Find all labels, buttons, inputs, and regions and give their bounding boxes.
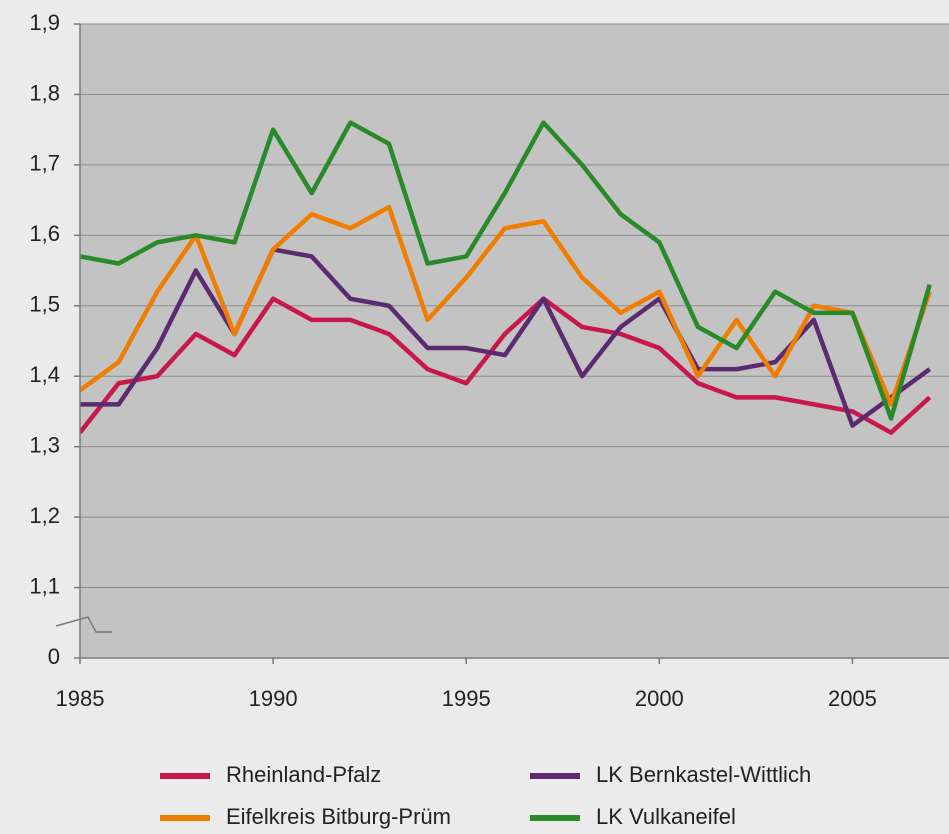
legend-label: LK Bernkastel-Wittlich — [596, 762, 811, 787]
y-break-label: 0 — [48, 644, 60, 669]
y-tick-label: 1,1 — [29, 573, 60, 598]
series-line — [80, 296, 932, 435]
series-line — [80, 120, 932, 421]
x-tick-label: 2005 — [828, 686, 877, 711]
series-line — [80, 247, 932, 428]
y-tick-label: 1,9 — [29, 10, 60, 35]
axis-break — [55, 616, 112, 633]
legend-label: Rheinland-Pfalz — [226, 762, 381, 787]
x-tick-label: 1995 — [442, 686, 491, 711]
y-tick-label: 1,2 — [29, 503, 60, 528]
y-tick-label: 1,7 — [29, 151, 60, 176]
series-line — [80, 204, 932, 407]
lines — [80, 120, 932, 435]
x-tick-label: 1990 — [249, 686, 298, 711]
x-tick-label: 1985 — [56, 686, 105, 711]
legend-label: LK Vulkaneifel — [596, 804, 736, 829]
y-tick-label: 1,4 — [29, 362, 60, 387]
legend-label: Eifelkreis Bitburg-Prüm — [226, 804, 451, 829]
legend: Rheinland-Pfalz LK Bernkastel-Wittlich Eif… — [160, 762, 811, 829]
y-tick-label: 1,8 — [29, 80, 60, 105]
y-tick-label: 1,5 — [29, 292, 60, 317]
x-tick-label: 2000 — [635, 686, 684, 711]
y-tick-label: 1,3 — [29, 432, 60, 457]
y-tick-label: 1,6 — [29, 221, 60, 246]
